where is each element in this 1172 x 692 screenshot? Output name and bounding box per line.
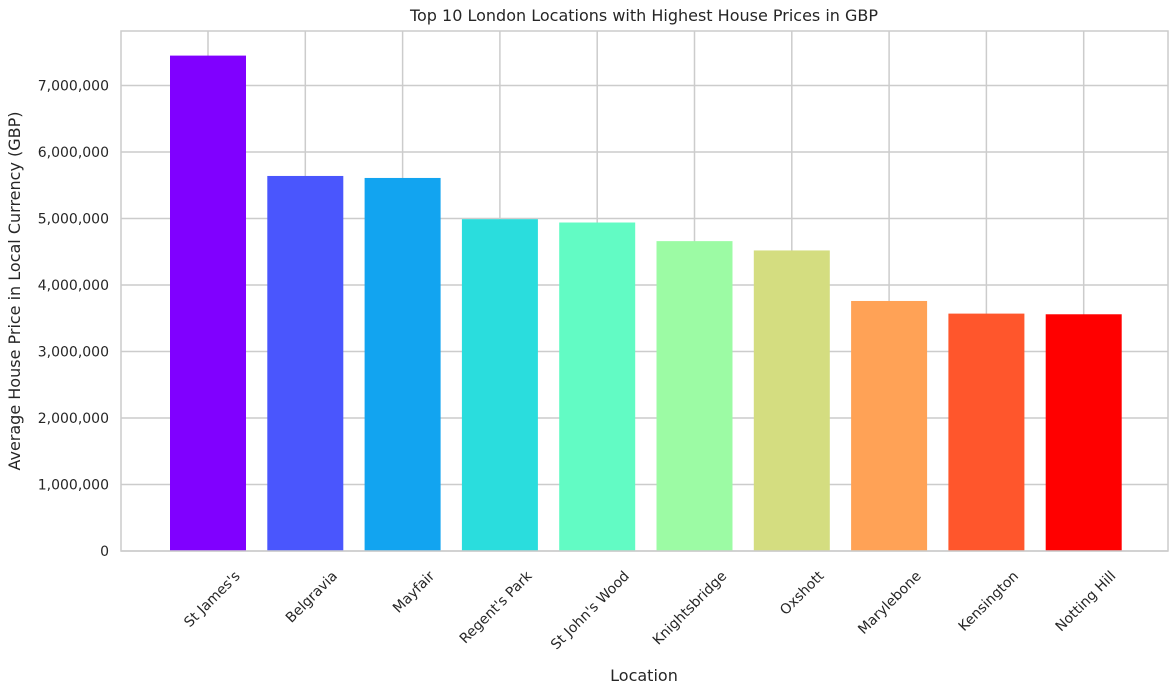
y-tick-label: 1,000,000 [38, 478, 109, 494]
x-axis-title: Location [610, 666, 678, 685]
bar [753, 250, 830, 551]
bar [1045, 314, 1122, 551]
x-tick-label: St John's Wood [548, 568, 633, 653]
x-tick-label: Belgravia [283, 568, 341, 626]
y-tick-label: 2,000,000 [38, 411, 109, 427]
y-tick-label: 6,000,000 [38, 145, 109, 161]
bar [267, 175, 344, 551]
y-axis-ticks: 0 1,000,000 2,000,000 3,000,000 4,000,000 5,0… [38, 79, 109, 560]
x-tick-label: Knightsbridge [650, 568, 730, 648]
x-tick-label: Oxshott [777, 568, 828, 619]
x-tick-label: Marylebone [855, 568, 924, 637]
bar [948, 313, 1025, 551]
x-tick-label: St James's [181, 568, 243, 630]
x-tick-label: Regent's Park [457, 568, 536, 647]
y-axis-title: Average House Price in Local Currency (G… [5, 111, 24, 470]
x-tick-label: Kensington [956, 568, 1022, 634]
bar [364, 177, 441, 551]
x-axis-ticks: St James's Belgravia Mayfair Regent's Park S… [181, 568, 1119, 653]
x-tick-label: Mayfair [390, 568, 438, 616]
y-tick-label: 7,000,000 [38, 79, 109, 95]
y-tick-label: 3,000,000 [38, 345, 109, 361]
plot-frame [120, 30, 1169, 552]
bars [170, 55, 1122, 552]
bar [461, 219, 538, 551]
y-tick-label: 5,000,000 [38, 212, 109, 228]
y-tick-label: 0 [100, 544, 109, 560]
bar [170, 55, 246, 552]
bar [851, 300, 928, 551]
bar [559, 222, 636, 551]
x-tick-label: Notting Hill [1053, 568, 1120, 635]
y-tick-label: 4,000,000 [38, 278, 109, 294]
bar [656, 241, 733, 552]
chart-title: Top 10 London Locations with Highest Hou… [409, 6, 878, 25]
